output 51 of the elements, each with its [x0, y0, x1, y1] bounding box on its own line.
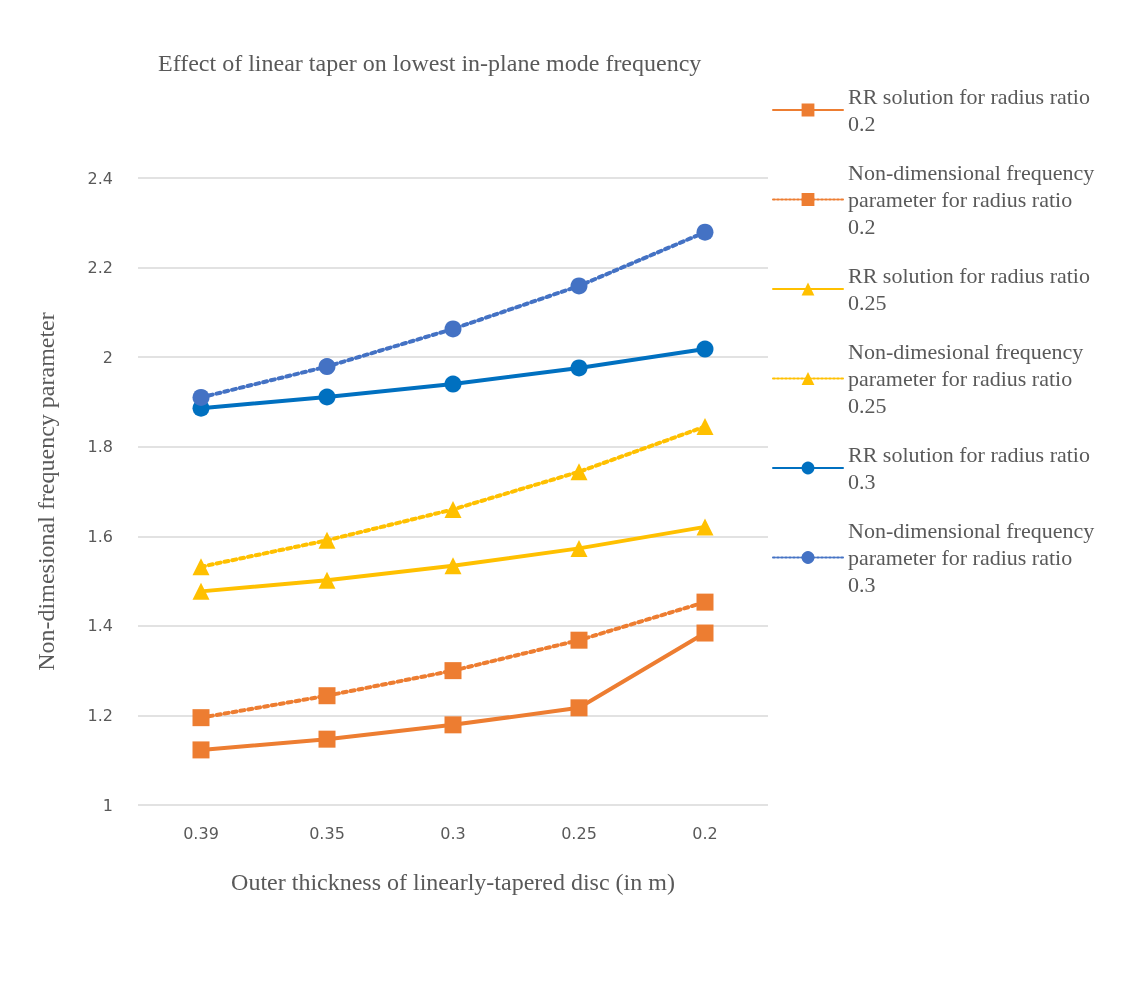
- point: [570, 699, 588, 717]
- legend-label: Non-dimensional frequency parameter for radius ratio 0.3: [848, 518, 1100, 597]
- point: [192, 582, 210, 600]
- point: [192, 388, 210, 406]
- chart-title: Effect of linear taper on lowest in-plane mode frequency: [158, 50, 702, 76]
- y-tick-label: 1.8: [87, 437, 113, 457]
- point: [318, 531, 336, 549]
- x-tick-label: 0.2: [692, 823, 718, 843]
- y-tick-label: 1.2: [87, 705, 113, 725]
- point: [192, 741, 210, 759]
- x-axis-title: Outer thickness of linearly-tapered disc (in m): [231, 869, 675, 895]
- legend-label: RR solution for radius ratio 0.25: [848, 263, 1096, 315]
- point: [696, 518, 714, 536]
- point: [444, 375, 462, 393]
- point: [318, 358, 336, 376]
- point: [696, 593, 714, 611]
- x-tick-label: 0.39: [183, 823, 219, 843]
- legend-label: Non-dimesional frequency parameter for radius ratio 0.25: [848, 339, 1089, 418]
- y-tick-label: 2.2: [87, 258, 113, 278]
- point: [318, 571, 336, 589]
- y-tick-label: 1.6: [87, 526, 113, 546]
- legend-label: RR solution for radius ratio 0.2: [848, 84, 1096, 136]
- point: [318, 687, 336, 705]
- legend-label: RR solution for radius ratio 0.3: [848, 442, 1096, 494]
- point: [318, 730, 336, 748]
- y-tick-label: 1: [102, 795, 113, 815]
- point: [444, 500, 462, 518]
- point: [696, 340, 714, 358]
- point: [444, 320, 462, 338]
- point: [696, 418, 714, 436]
- point: [192, 709, 210, 727]
- point: [444, 662, 462, 680]
- x-tick-label: 0.3: [440, 823, 466, 843]
- y-axis-title: Non-dimesional frequency parameter: [33, 312, 59, 671]
- point: [570, 463, 588, 481]
- point: [570, 539, 588, 557]
- y-tick-label: 2.4: [87, 168, 113, 188]
- point: [570, 277, 588, 295]
- point: [444, 716, 462, 734]
- point: [696, 624, 714, 642]
- legend-label: Non-dimensional frequency parameter for radius ratio 0.2: [848, 160, 1100, 239]
- point: [696, 223, 714, 241]
- point: [570, 631, 588, 649]
- x-tick-label: 0.25: [561, 823, 597, 843]
- point: [192, 558, 210, 576]
- y-tick-label: 1.4: [87, 616, 113, 636]
- point: [444, 557, 462, 575]
- y-tick-label: 2: [102, 347, 113, 367]
- point: [570, 359, 588, 377]
- x-tick-label: 0.35: [309, 823, 345, 843]
- point: [318, 388, 336, 406]
